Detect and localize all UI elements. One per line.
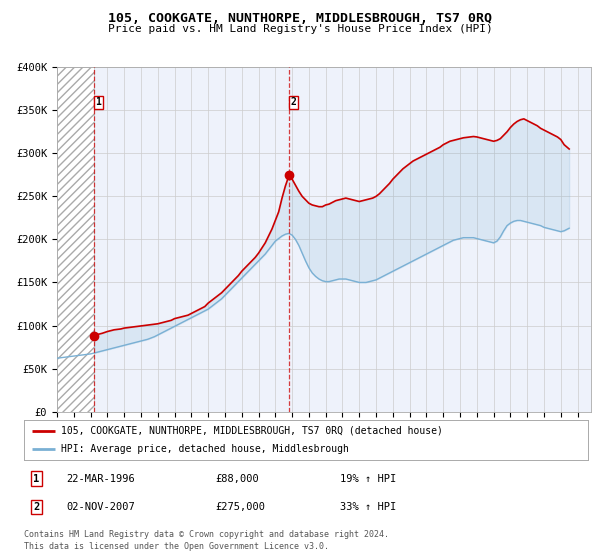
Text: This data is licensed under the Open Government Licence v3.0.: This data is licensed under the Open Gov… bbox=[24, 542, 329, 550]
Text: 02-NOV-2007: 02-NOV-2007 bbox=[66, 502, 135, 512]
Text: 105, COOKGATE, NUNTHORPE, MIDDLESBROUGH, TS7 0RQ: 105, COOKGATE, NUNTHORPE, MIDDLESBROUGH,… bbox=[108, 12, 492, 25]
Text: 105, COOKGATE, NUNTHORPE, MIDDLESBROUGH, TS7 0RQ (detached house): 105, COOKGATE, NUNTHORPE, MIDDLESBROUGH,… bbox=[61, 426, 443, 436]
Text: £275,000: £275,000 bbox=[216, 502, 266, 512]
Text: 33% ↑ HPI: 33% ↑ HPI bbox=[340, 502, 396, 512]
Text: 1: 1 bbox=[33, 474, 40, 484]
Bar bbox=[57, 67, 94, 412]
Text: 22-MAR-1996: 22-MAR-1996 bbox=[66, 474, 135, 484]
Text: HPI: Average price, detached house, Middlesbrough: HPI: Average price, detached house, Midd… bbox=[61, 445, 349, 454]
Text: Price paid vs. HM Land Registry's House Price Index (HPI): Price paid vs. HM Land Registry's House … bbox=[107, 24, 493, 34]
Text: £88,000: £88,000 bbox=[216, 474, 260, 484]
Text: Contains HM Land Registry data © Crown copyright and database right 2024.: Contains HM Land Registry data © Crown c… bbox=[24, 530, 389, 539]
Text: 2: 2 bbox=[290, 97, 296, 108]
Text: 1: 1 bbox=[95, 97, 101, 108]
Text: 19% ↑ HPI: 19% ↑ HPI bbox=[340, 474, 396, 484]
Text: 2: 2 bbox=[33, 502, 40, 512]
